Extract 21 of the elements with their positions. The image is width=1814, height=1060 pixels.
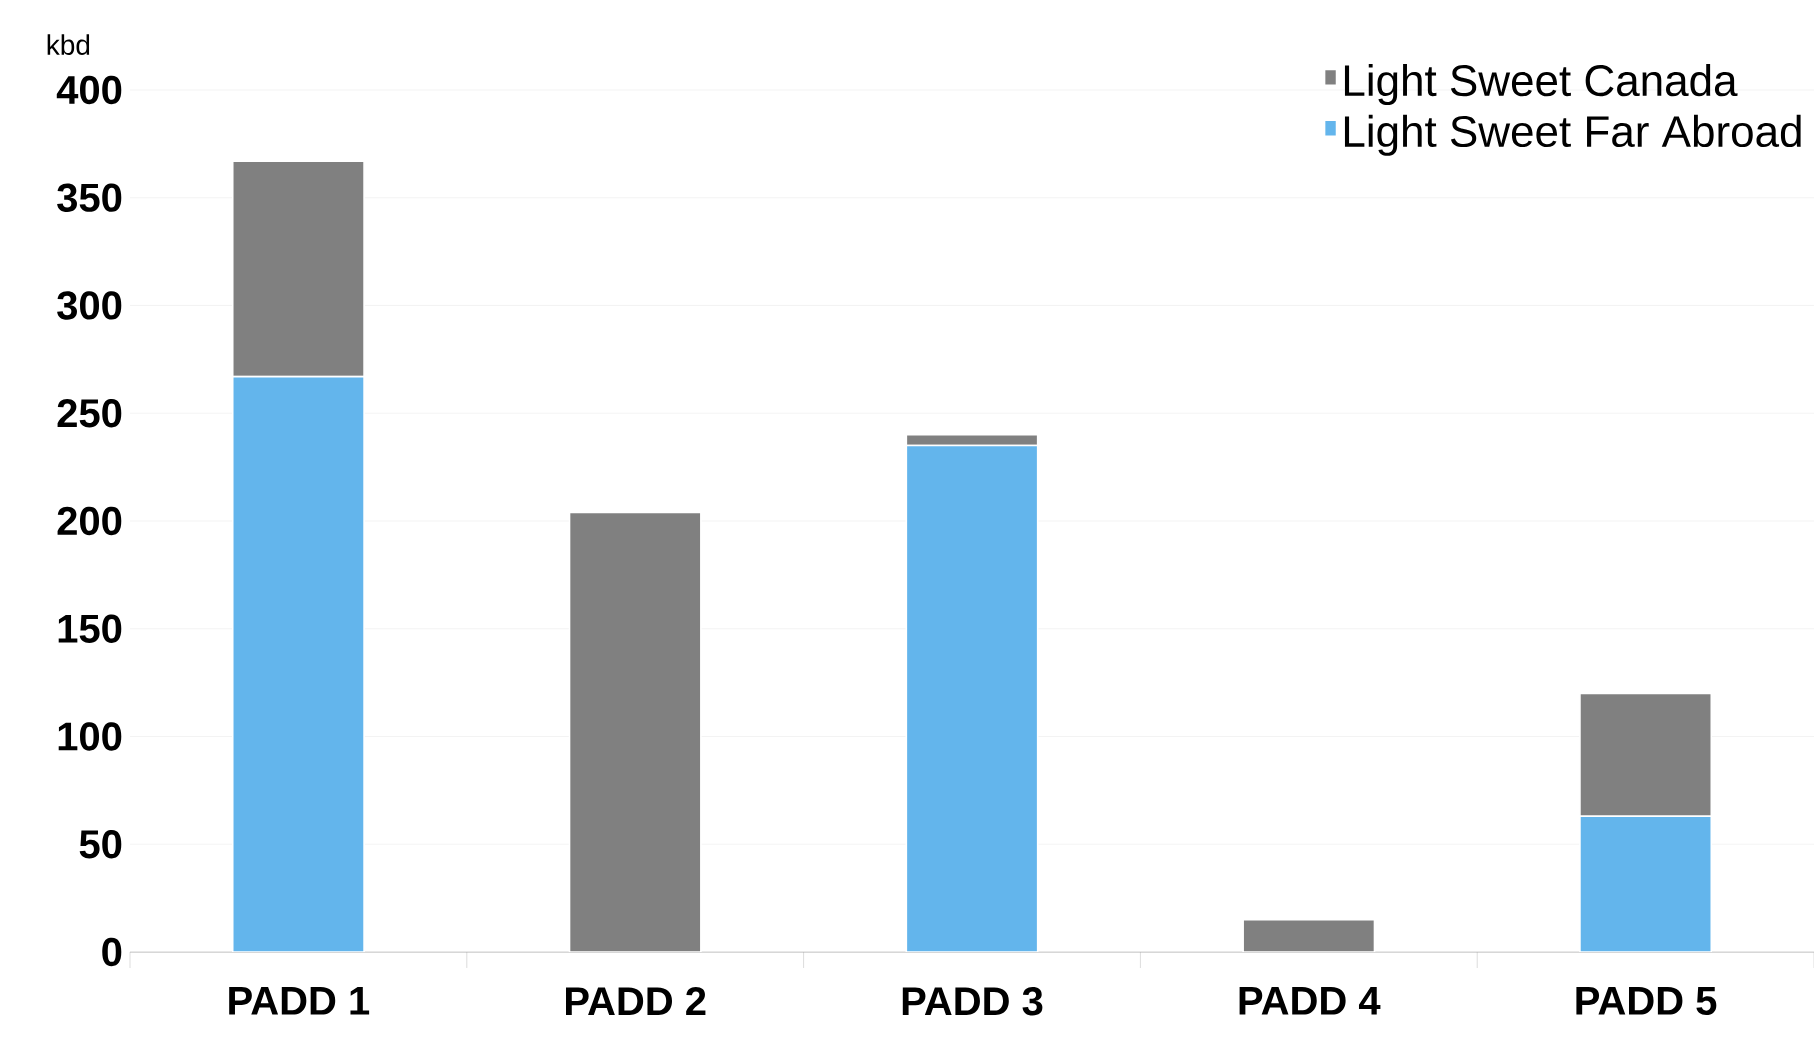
legend-label: Light Sweet Far Abroad — [1344, 114, 1801, 156]
legend-label: Light Sweet Canada — [1344, 63, 1738, 105]
x-tick-label: PADD 1 — [229, 987, 370, 1015]
y-tick-label: 250 — [57, 399, 122, 428]
bar — [1579, 692, 1713, 818]
y-tick-label: 300 — [57, 291, 122, 320]
x-tick-label: PADD 2 — [566, 987, 706, 1015]
bar — [568, 511, 702, 952]
y-tick-label: 350 — [57, 183, 122, 212]
bar — [1242, 918, 1376, 952]
x-tick-label: PADD 4 — [1239, 987, 1381, 1015]
y-tick-label: 150 — [58, 614, 122, 643]
y-tick-label: 200 — [57, 506, 122, 536]
y-axis-title: kbd — [47, 34, 90, 55]
x-tick-label: PADD 3 — [902, 987, 1043, 1016]
y-tick-label: 400 — [56, 75, 122, 105]
y-tick-label: 50 — [79, 830, 122, 859]
bar — [231, 160, 365, 378]
y-tick-label: 0 — [102, 937, 122, 967]
x-tick-label: PADD 5 — [1576, 987, 1717, 1015]
y-tick-label: 100 — [58, 722, 122, 751]
